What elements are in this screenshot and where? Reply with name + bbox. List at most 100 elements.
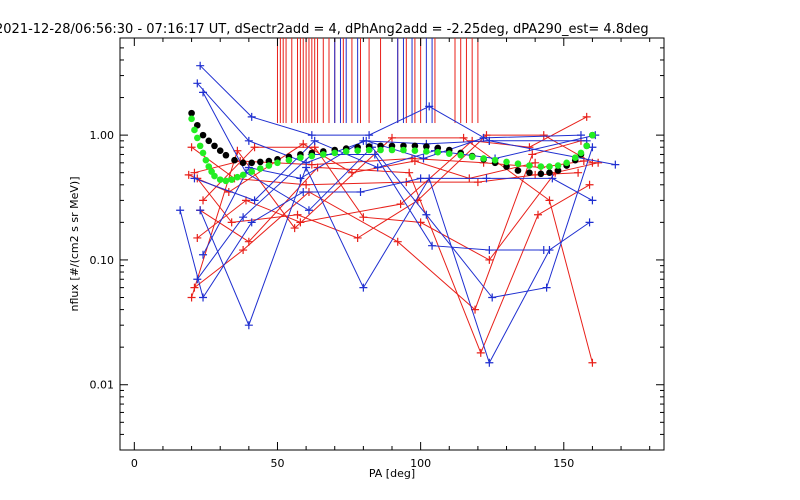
black-curve-point bbox=[265, 157, 273, 165]
green-curve-point bbox=[308, 152, 316, 160]
red-data-point bbox=[227, 218, 236, 227]
blue-data-point bbox=[244, 321, 253, 330]
green-curve-point bbox=[537, 163, 545, 170]
red-data-point bbox=[539, 131, 548, 140]
blue-data-point bbox=[542, 283, 551, 292]
red-data-point bbox=[299, 139, 308, 148]
green-curve-point bbox=[234, 173, 241, 181]
blue-data-point bbox=[482, 174, 491, 183]
blue-data-point bbox=[611, 160, 620, 169]
blue-data-point bbox=[302, 163, 311, 172]
black-curve-point bbox=[188, 109, 195, 117]
blue-data-point bbox=[585, 218, 594, 227]
black-curve-point bbox=[256, 158, 264, 166]
blue-data-point bbox=[239, 213, 248, 222]
black-curve-point bbox=[222, 151, 230, 159]
red-data-point bbox=[410, 157, 419, 166]
red-data-point bbox=[250, 143, 259, 152]
blue-data-point bbox=[548, 174, 557, 183]
red-data-point bbox=[476, 348, 485, 357]
green-curve-point bbox=[222, 177, 230, 185]
green-curve-point bbox=[239, 171, 247, 179]
red-data-point bbox=[534, 210, 543, 219]
green-curve-point bbox=[514, 160, 522, 168]
black-curve-point bbox=[211, 142, 218, 150]
black-curve-point bbox=[423, 143, 430, 150]
green-curve-point bbox=[191, 126, 198, 134]
green-curve-point bbox=[342, 148, 350, 155]
blue-data-point bbox=[588, 143, 597, 152]
red-data-point bbox=[528, 150, 537, 159]
green-curve-point bbox=[228, 176, 235, 183]
green-curve-point bbox=[480, 155, 487, 162]
green-curve-point bbox=[491, 156, 499, 164]
black-curve-point bbox=[546, 169, 553, 176]
black-curve-point bbox=[248, 159, 256, 167]
red-data-point bbox=[187, 293, 196, 302]
green-curve-point bbox=[583, 142, 590, 150]
red-data-point bbox=[525, 143, 534, 152]
green-curve-point bbox=[563, 159, 570, 167]
red-data-point bbox=[187, 143, 196, 152]
red-data-point bbox=[293, 210, 302, 219]
green-curve-point bbox=[196, 142, 204, 150]
blue-data-point bbox=[244, 136, 253, 145]
blue-data-point bbox=[588, 196, 597, 205]
red-data-point bbox=[405, 168, 414, 177]
red-data-point bbox=[459, 133, 468, 142]
green-curve-point bbox=[411, 147, 419, 155]
black-curve-point bbox=[199, 131, 207, 139]
green-curve-point bbox=[388, 146, 396, 154]
green-curve-point bbox=[256, 165, 264, 172]
y-tick-label: 1.00 bbox=[90, 129, 115, 142]
blue-data-point bbox=[199, 293, 208, 302]
blue-data-point bbox=[304, 206, 313, 215]
blue-data-point bbox=[416, 174, 425, 183]
blue-data-point bbox=[299, 188, 308, 197]
y-axis-label: nflux [#/(cm2 s sr MeV)] bbox=[68, 177, 81, 312]
green-curve-point bbox=[274, 159, 281, 167]
green-curve-point bbox=[571, 154, 579, 161]
red-data-point bbox=[353, 233, 362, 242]
y-tick-label: 0.01 bbox=[90, 379, 115, 392]
blue-data-point bbox=[485, 246, 494, 255]
red-data-point bbox=[396, 200, 405, 209]
red-data-point bbox=[585, 180, 594, 189]
chart-title: 2021-12-28/06:56:30 - 07:16:17 UT, dSect… bbox=[0, 22, 649, 37]
black-curve-point bbox=[503, 163, 510, 170]
red-data-point bbox=[190, 283, 199, 292]
blue-data-point bbox=[193, 275, 202, 284]
green-curve-point bbox=[354, 147, 361, 155]
x-axis: 0 50 100 150 bbox=[131, 38, 651, 470]
y-tick-label: 0.10 bbox=[90, 254, 115, 267]
red-data-point bbox=[199, 196, 208, 205]
black-curve-point bbox=[216, 147, 224, 155]
green-curve-point bbox=[546, 163, 553, 170]
red-data-point bbox=[473, 178, 482, 187]
black-curve-point bbox=[411, 142, 419, 150]
green-curve-point bbox=[423, 148, 430, 155]
blue-data-point bbox=[199, 250, 208, 259]
x-axis-label: PA [deg] bbox=[369, 467, 415, 480]
blue-data-point bbox=[422, 210, 431, 219]
y-axis: 0.01 0.10 1.00 bbox=[90, 37, 664, 451]
red-data-point bbox=[313, 163, 322, 172]
green-curve-point bbox=[285, 156, 293, 164]
blue-data-point bbox=[373, 163, 382, 172]
x-tick-label: 100 bbox=[410, 457, 431, 470]
blue-data-point bbox=[176, 206, 185, 215]
blue-data-point bbox=[247, 112, 256, 121]
blue-data-point bbox=[485, 358, 494, 367]
blue-data-point bbox=[428, 241, 437, 250]
green-curve-point bbox=[445, 150, 453, 157]
red-data-point bbox=[594, 158, 603, 167]
blue-data-point bbox=[576, 131, 585, 140]
red-data-point bbox=[582, 112, 591, 121]
data-traces bbox=[176, 61, 620, 367]
blue-data-point bbox=[196, 61, 205, 70]
red-data-point bbox=[184, 170, 193, 179]
red-data-point bbox=[359, 213, 368, 222]
black-curve-point bbox=[239, 159, 247, 167]
red-data-point bbox=[485, 255, 494, 264]
